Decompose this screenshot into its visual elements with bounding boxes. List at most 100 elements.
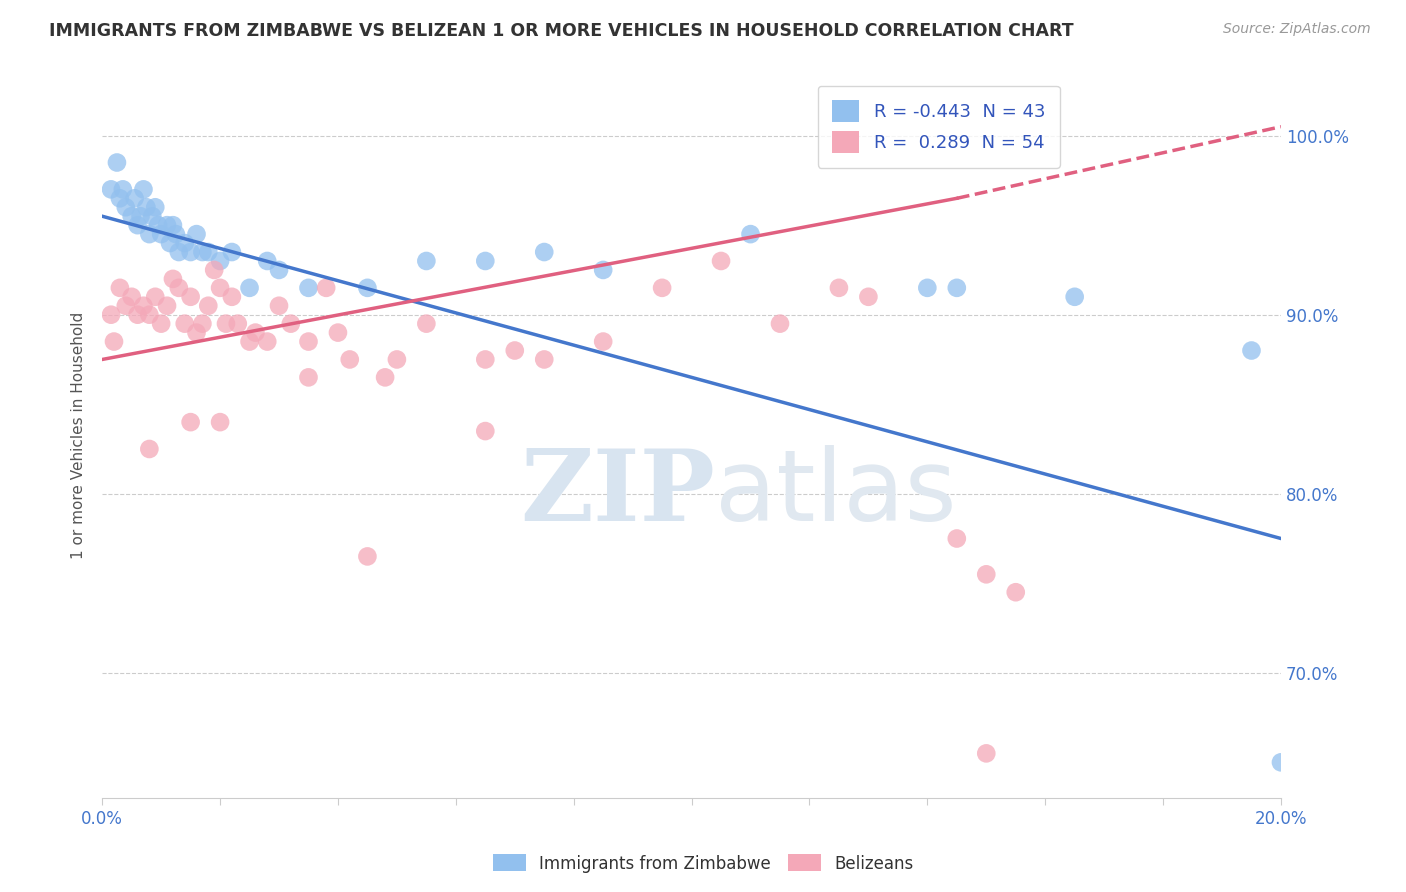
Point (100, 182, 122, 196)
Point (356, 281, 378, 295)
Text: Source: ZipAtlas.com: Source: ZipAtlas.com (1223, 22, 1371, 37)
Point (297, 281, 319, 295)
Point (374, 370, 396, 384)
Point (197, 245, 219, 260)
Point (162, 272, 184, 286)
Point (167, 245, 190, 260)
Point (108, 191, 131, 205)
Point (103, 334, 125, 349)
Point (124, 191, 146, 205)
Text: ZIP: ZIP (520, 445, 716, 542)
Point (858, 290, 880, 304)
Point (326, 326, 349, 340)
Point (651, 281, 673, 295)
Point (162, 218, 184, 232)
Point (356, 549, 378, 564)
Point (127, 308, 149, 322)
Point (114, 200, 136, 214)
Point (710, 254, 733, 268)
Point (156, 299, 179, 313)
Point (132, 182, 155, 196)
Point (191, 245, 214, 260)
Point (180, 245, 202, 260)
Point (533, 245, 555, 260)
Point (415, 317, 437, 331)
Point (186, 227, 208, 241)
Point (143, 200, 166, 214)
Point (592, 263, 614, 277)
Point (114, 299, 136, 313)
Y-axis label: 1 or more Vehicles in Household: 1 or more Vehicles in Household (72, 312, 86, 559)
Point (297, 370, 319, 384)
Point (159, 236, 181, 251)
Text: IMMIGRANTS FROM ZIMBABWE VS BELIZEAN 1 OR MORE VEHICLES IN HOUSEHOLD CORRELATION: IMMIGRANTS FROM ZIMBABWE VS BELIZEAN 1 O… (49, 22, 1074, 40)
Point (209, 281, 232, 295)
Point (245, 326, 267, 340)
Point (100, 308, 122, 322)
Point (202, 263, 225, 277)
Point (150, 227, 173, 241)
Point (1240, 343, 1263, 358)
Point (221, 245, 243, 260)
Point (828, 281, 851, 295)
Point (191, 317, 214, 331)
Point (256, 254, 278, 268)
Point (267, 299, 290, 313)
Point (267, 263, 290, 277)
Point (226, 317, 249, 331)
Point (315, 281, 337, 295)
Point (132, 299, 155, 313)
Point (111, 182, 134, 196)
Point (1270, 756, 1292, 770)
Point (297, 334, 319, 349)
Point (1063, 290, 1085, 304)
Point (141, 209, 163, 223)
Point (165, 227, 187, 241)
Point (592, 334, 614, 349)
Point (946, 532, 969, 546)
Point (415, 254, 437, 268)
Point (138, 227, 160, 241)
Point (138, 442, 160, 456)
Point (180, 415, 202, 429)
Point (135, 200, 157, 214)
Point (215, 317, 238, 331)
Point (209, 415, 232, 429)
Point (474, 352, 496, 367)
Point (129, 209, 152, 223)
Point (121, 209, 143, 223)
Point (474, 254, 496, 268)
Point (186, 326, 208, 340)
Point (280, 317, 302, 331)
Legend: Immigrants from Zimbabwe, Belizeans: Immigrants from Zimbabwe, Belizeans (486, 847, 920, 880)
Point (238, 281, 260, 295)
Point (143, 290, 166, 304)
Point (503, 343, 526, 358)
Point (105, 155, 128, 169)
Point (339, 352, 361, 367)
Point (138, 308, 160, 322)
Point (121, 290, 143, 304)
Point (209, 254, 232, 268)
Point (974, 747, 997, 761)
Point (1004, 585, 1026, 599)
Point (148, 218, 170, 232)
Point (974, 567, 997, 582)
Point (221, 290, 243, 304)
Point (167, 281, 190, 295)
Point (917, 281, 939, 295)
Point (385, 352, 408, 367)
Point (180, 290, 202, 304)
Point (197, 299, 219, 313)
Point (533, 352, 555, 367)
Point (108, 281, 131, 295)
Point (740, 227, 762, 241)
Point (150, 317, 173, 331)
Text: atlas: atlas (716, 445, 957, 542)
Legend: R = -0.443  N = 43, R =  0.289  N = 54: R = -0.443 N = 43, R = 0.289 N = 54 (818, 86, 1060, 168)
Point (173, 236, 195, 251)
Point (238, 334, 260, 349)
Point (769, 317, 792, 331)
Point (256, 334, 278, 349)
Point (156, 218, 179, 232)
